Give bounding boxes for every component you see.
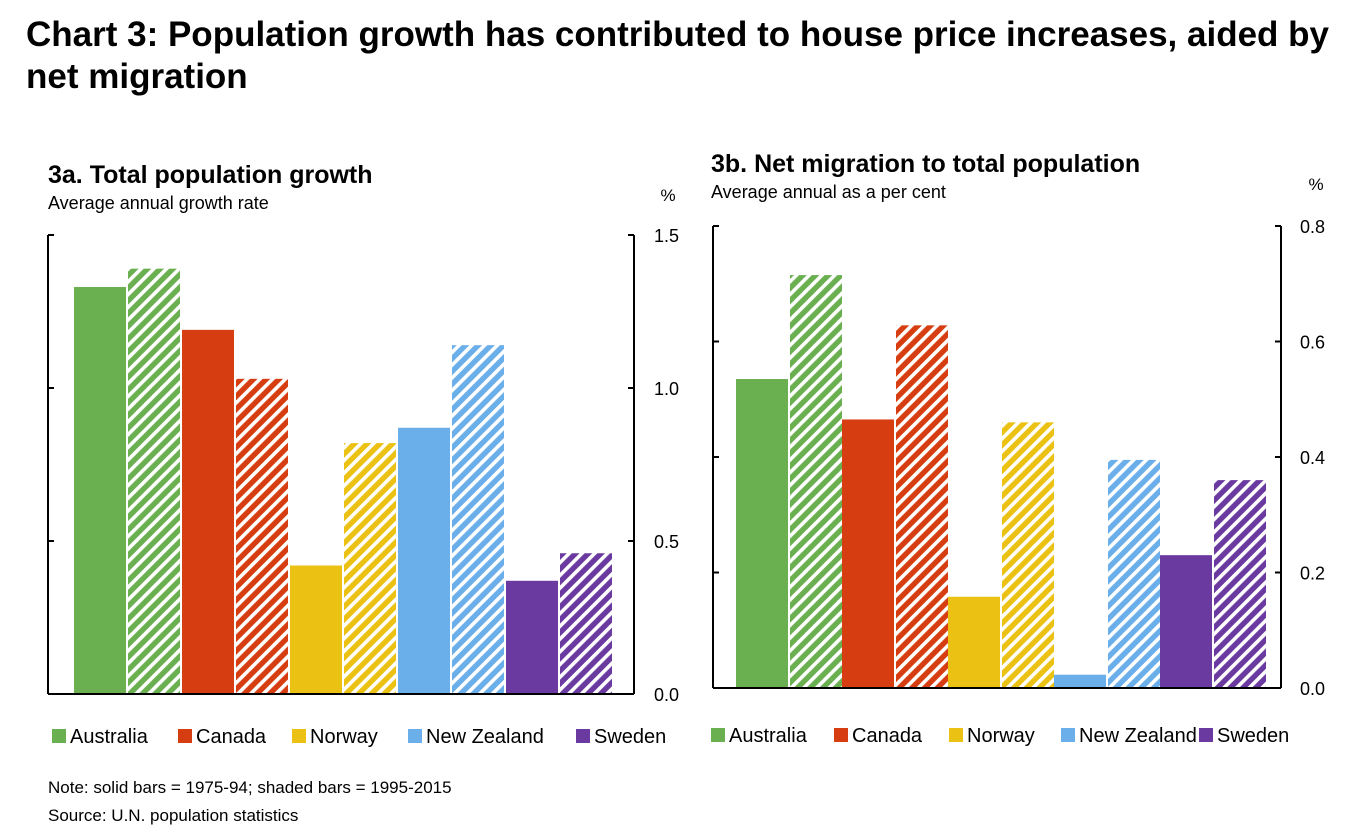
bar-australia-1975-94 [74,287,126,694]
chart-panel-3a: 3a. Total population growth Average annua… [47,161,679,748]
source-text: Source: U.N. population statistics [48,806,299,825]
y-tick-label: 0.5 [654,532,679,552]
legend-label: Australia [729,725,808,747]
legend-label: New Zealand [426,726,544,748]
legend-label: Canada [196,726,267,748]
legend-swatch [52,729,66,743]
bar-sweden-1975-94 [1160,555,1212,688]
bar-norway-1975-94 [290,565,342,694]
bar-new-zealand-1995-2015 [1108,459,1160,688]
legend-label: Australia [70,726,149,748]
y-tick-label: 1.0 [654,379,679,399]
bar-canada-1975-94 [842,419,894,688]
y-tick-label: 0.0 [1300,679,1325,699]
bar-norway-1995-2015 [1002,422,1054,688]
y-tick-label: 0.0 [654,685,679,705]
bar-new-zealand-1975-94 [1054,674,1106,688]
chart-subtitle: Average annual as a per cent [711,182,946,202]
y-tick-label: 0.8 [1300,217,1325,237]
bar-new-zealand-1975-94 [398,427,450,694]
bar-norway-1975-94 [948,596,1000,688]
bar-new-zealand-1995-2015 [452,345,504,694]
legend-label: Norway [310,726,378,748]
bar-canada-1975-94 [182,329,234,694]
bar-sweden-1995-2015 [560,553,612,694]
bar-australia-1995-2015 [790,275,842,688]
y-tick-label: 0.4 [1300,448,1325,468]
legend-swatch [834,728,848,742]
y-tick-label: 0.2 [1300,564,1325,584]
bar-australia-1995-2015 [128,268,180,694]
chart-title: 3a. Total population growth [48,161,373,189]
bar-australia-1975-94 [736,379,788,688]
legend-swatch [1061,728,1075,742]
legend-swatch [408,729,422,743]
legend-label: Sweden [594,726,666,748]
bar-sweden-1975-94 [506,580,558,694]
bar-sweden-1995-2015 [1214,480,1266,688]
legend-label: New Zealand [1079,725,1197,747]
legend-swatch [576,729,590,743]
legend-swatch [711,728,725,742]
y-axis-unit: % [660,186,675,205]
legend-label: Canada [852,725,923,747]
main-title: Chart 3: Population growth has contribut… [26,15,1329,96]
bar-canada-1995-2015 [236,378,288,694]
legend-swatch [178,729,192,743]
legend-label: Sweden [1217,725,1289,747]
bar-norway-1995-2015 [344,443,396,694]
legend-swatch [949,728,963,742]
legend-swatch [1199,728,1213,742]
y-tick-label: 1.5 [654,226,679,246]
legend-label: Norway [967,725,1035,747]
legend-swatch [292,729,306,743]
chart-subtitle: Average annual growth rate [48,193,269,213]
bar-canada-1995-2015 [896,325,948,688]
chart-panel-3b: 3b. Net migration to total population Ave… [711,150,1325,747]
chart-title: 3b. Net migration to total population [711,150,1140,178]
y-axis-unit: % [1308,175,1323,194]
note-text: Note: solid bars = 1975-94; shaded bars … [48,778,452,797]
y-tick-label: 0.6 [1300,333,1325,353]
